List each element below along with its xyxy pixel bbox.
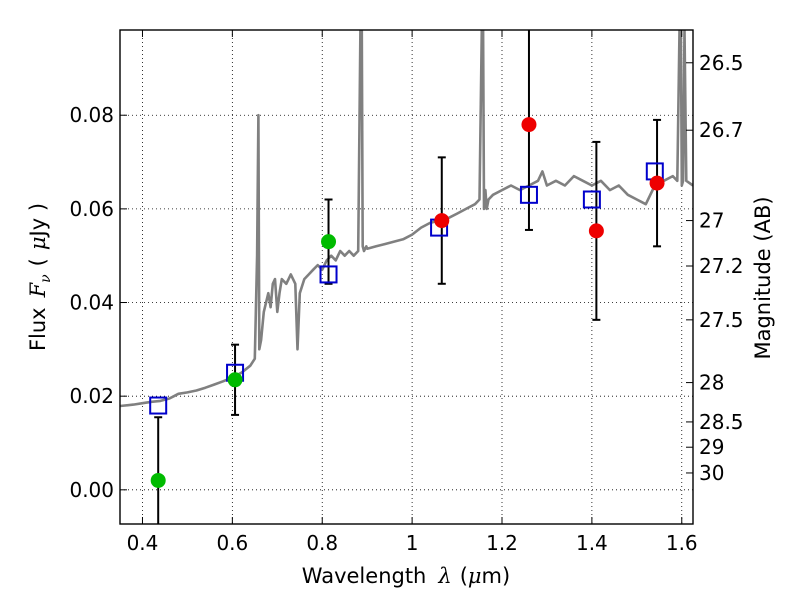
x-tick-label: 0.8 <box>306 531 338 555</box>
plot-background <box>120 30 693 524</box>
marker-layer <box>149 117 665 488</box>
y2-tick-label: 28.5 <box>699 410 744 434</box>
x-tick-label: 0.6 <box>216 531 248 555</box>
y2-tick-label: 26.5 <box>699 51 744 75</box>
y-tick-label: 0.08 <box>69 103 114 127</box>
y-axis-label: FluxFν(μJy ) <box>26 203 54 351</box>
plot-frame <box>119 29 694 525</box>
model-photometry-square <box>582 190 601 209</box>
observed-point-red <box>588 223 604 239</box>
x-tick-label: 0.4 <box>127 531 159 555</box>
observed-point-green <box>227 372 243 388</box>
x-tick-label: 1.2 <box>486 531 518 555</box>
y2-axis-label: Magnitude (AB) <box>751 196 775 359</box>
observed-point-red <box>649 175 665 191</box>
x-tick-label: 1 <box>406 531 419 555</box>
spectrum-line <box>120 30 693 408</box>
y2-tick-label: 28 <box>699 371 724 395</box>
x-tick-label: 1.6 <box>666 531 698 555</box>
y2-tick-label: 27 <box>699 209 724 233</box>
x-axis-label: Wavelength λ (μm) <box>302 564 510 588</box>
spectrum-layer <box>120 30 693 408</box>
y2-tick-label: 29 <box>699 435 724 459</box>
observed-point-green <box>321 234 337 250</box>
observed-point-red <box>521 117 537 133</box>
model-photometry-square <box>149 396 168 415</box>
x-axis: 0.4 0.6 0.8 1 1.2 1.4 1.6 <box>127 30 698 555</box>
y-tick-label: 0.00 <box>69 478 114 502</box>
model-photometry-square <box>519 185 538 204</box>
observed-point-green <box>150 472 166 488</box>
y2-tick-label: 26.7 <box>699 118 744 142</box>
y-tick-label: 0.04 <box>69 291 114 315</box>
model-photometry-square <box>319 265 338 284</box>
observed-point-red <box>434 213 450 229</box>
y2-tick-label: 30 <box>699 461 724 485</box>
x-tick-label: 1.4 <box>576 531 608 555</box>
y2-tick-label: 27.2 <box>699 254 744 278</box>
y-axis: 0.00 0.02 0.04 0.06 0.08 <box>69 103 127 502</box>
y2-tick-label: 27.5 <box>699 308 744 332</box>
y-tick-label: 0.06 <box>69 197 114 221</box>
y-tick-label: 0.02 <box>69 384 114 408</box>
